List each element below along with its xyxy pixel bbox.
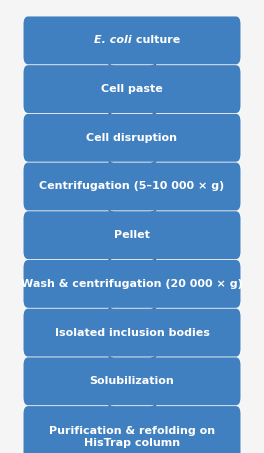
FancyBboxPatch shape (23, 406, 241, 453)
Text: Cell disruption: Cell disruption (87, 133, 177, 143)
Text: Cell paste: Cell paste (101, 84, 163, 94)
FancyBboxPatch shape (23, 65, 241, 113)
Text: Purification & refolding on
HisTrap column: Purification & refolding on HisTrap colu… (49, 426, 215, 448)
FancyBboxPatch shape (23, 211, 241, 259)
Text: Wash & centrifugation (20 000 × g): Wash & centrifugation (20 000 × g) (21, 279, 243, 289)
FancyBboxPatch shape (23, 357, 241, 405)
Text: Centrifugation (5–10 000 × g): Centrifugation (5–10 000 × g) (39, 182, 225, 192)
FancyBboxPatch shape (23, 308, 241, 357)
Text: Solubilization: Solubilization (89, 376, 175, 386)
Text: culture: culture (132, 35, 180, 45)
Text: Isolated inclusion bodies: Isolated inclusion bodies (55, 328, 209, 337)
FancyBboxPatch shape (23, 260, 241, 308)
Text: E. coli: E. coli (94, 35, 132, 45)
FancyBboxPatch shape (23, 114, 241, 162)
Text: Pellet: Pellet (114, 230, 150, 240)
FancyBboxPatch shape (23, 163, 241, 210)
FancyBboxPatch shape (23, 16, 241, 64)
